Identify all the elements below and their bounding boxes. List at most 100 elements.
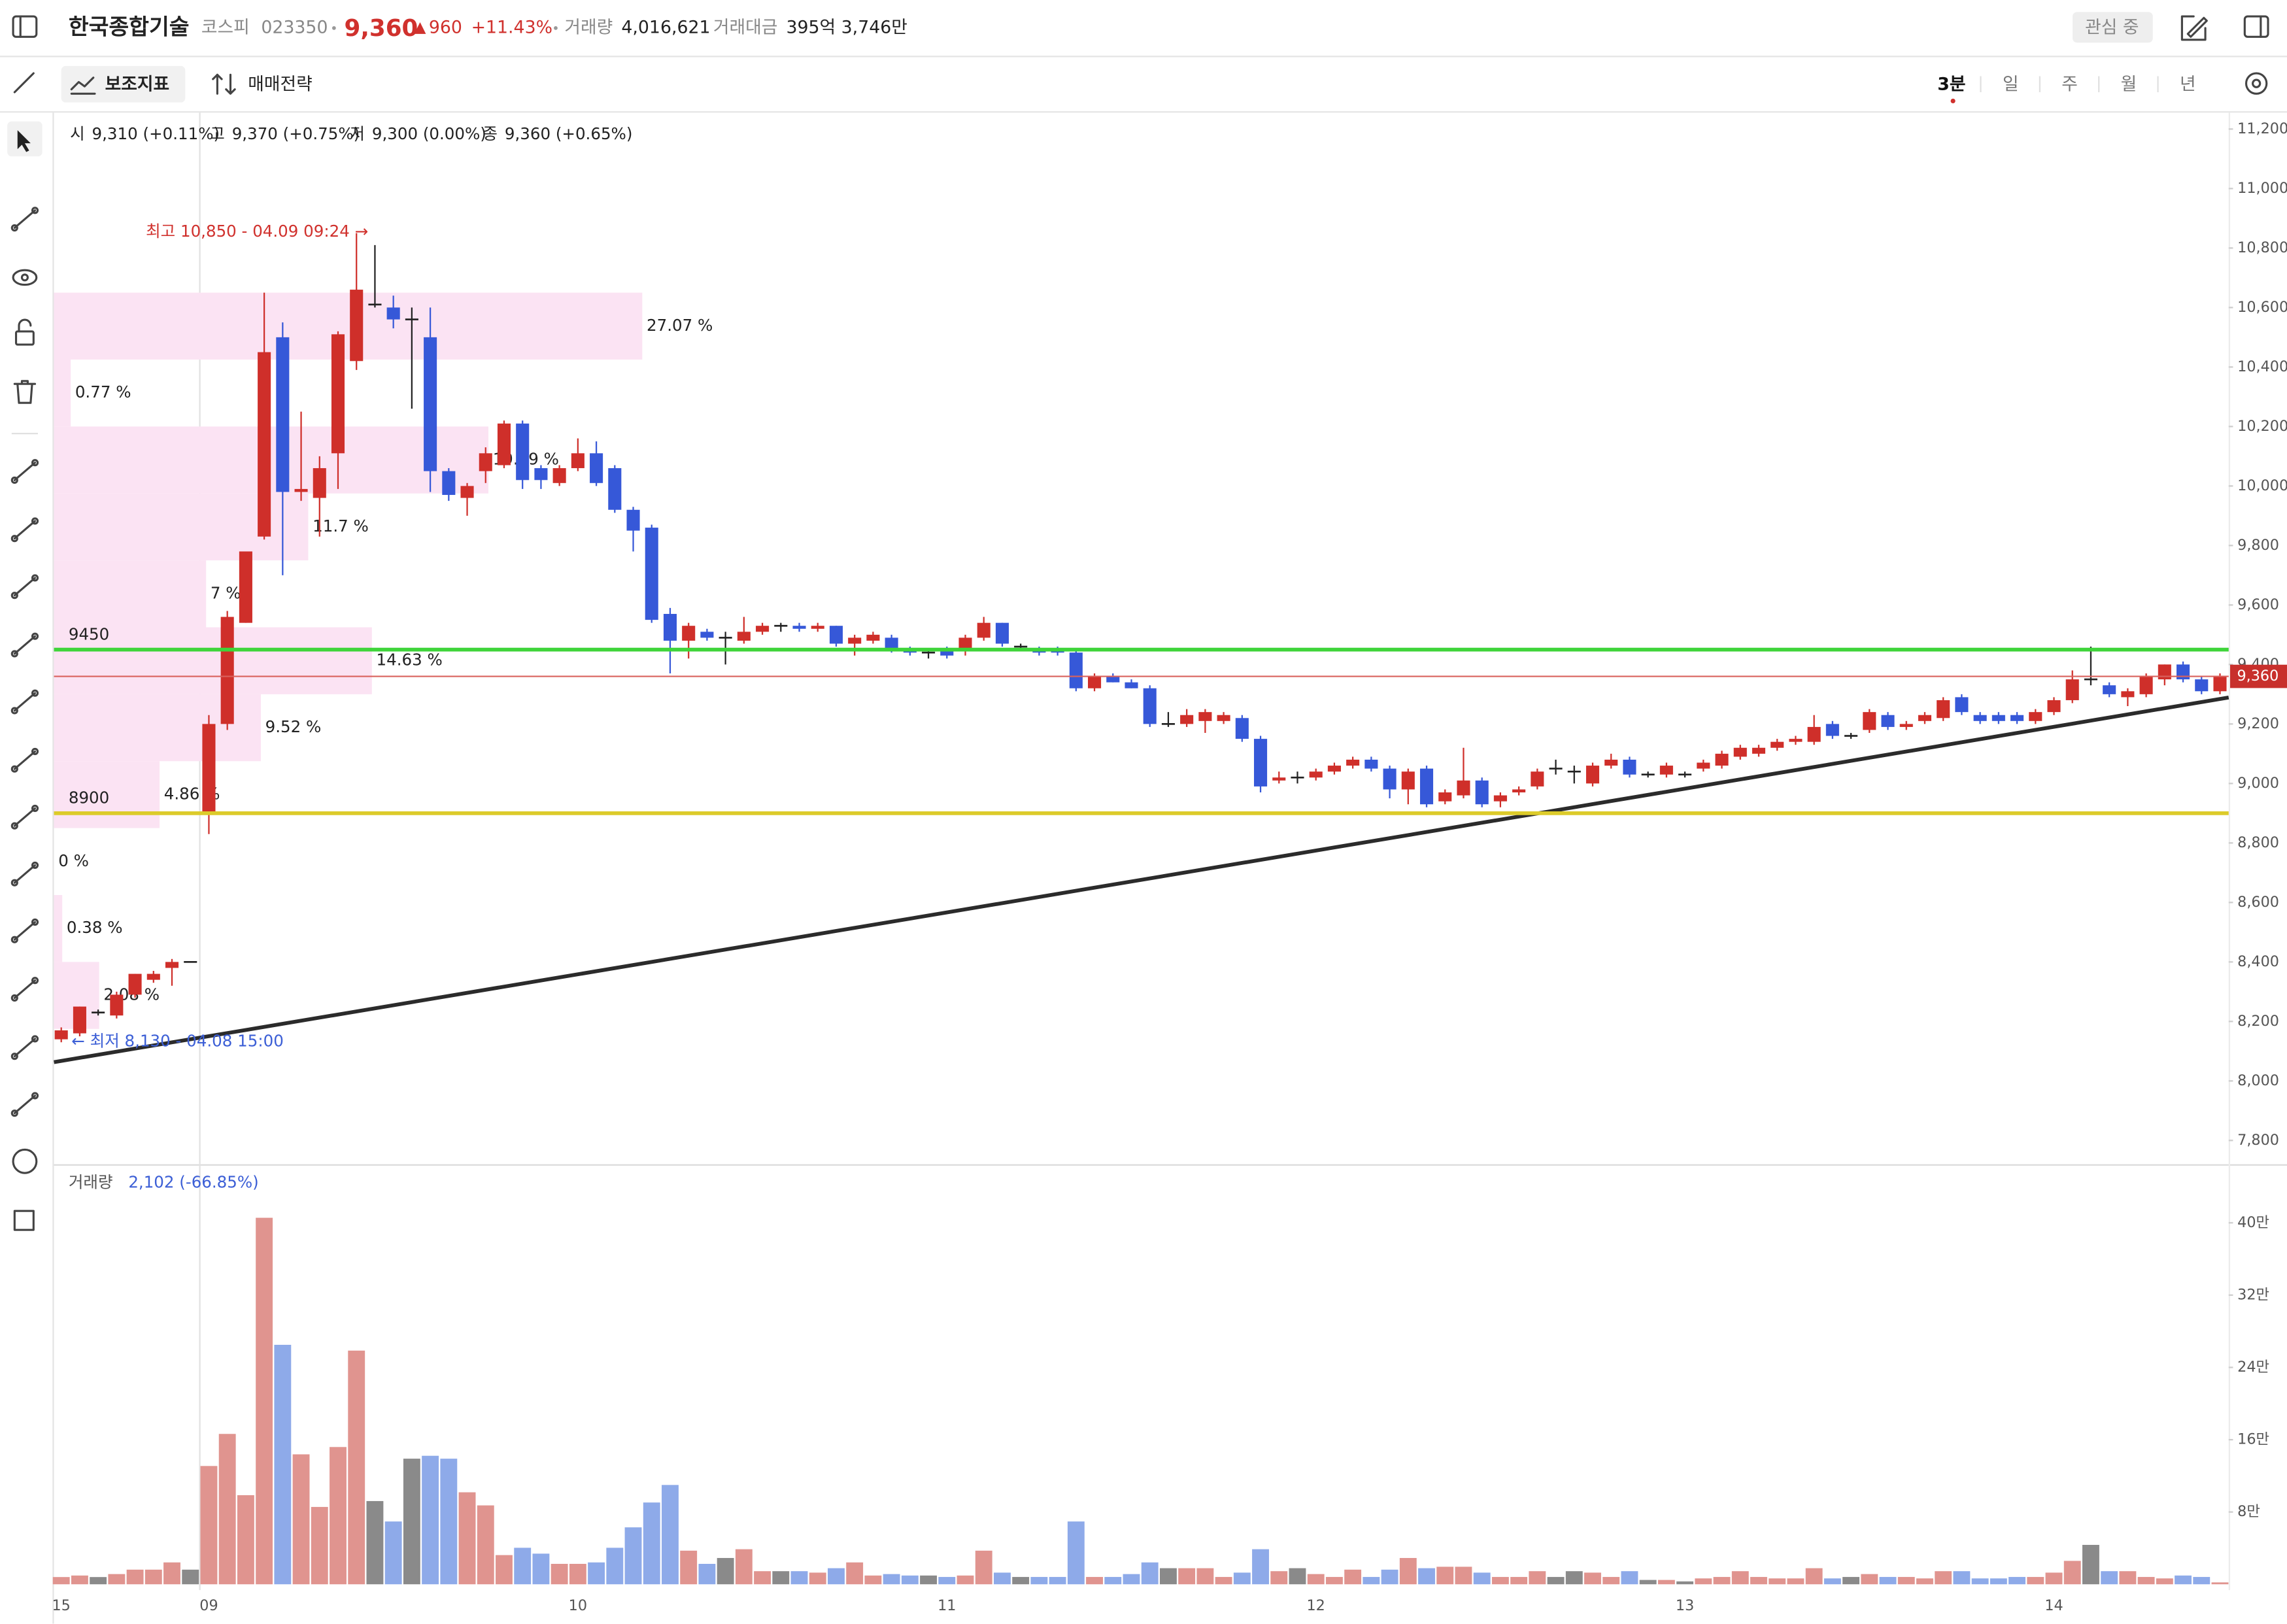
candle-body <box>110 994 124 1016</box>
tool-icon-node <box>31 747 39 755</box>
candle-body <box>682 626 696 641</box>
tool-icon[interactable] <box>13 750 37 770</box>
ohlc-legend-label: 시 <box>70 124 85 143</box>
tool-icon[interactable] <box>13 209 37 229</box>
volume-bar <box>1289 1568 1306 1585</box>
candle-body <box>1659 766 1673 775</box>
amount-label: 거래대금 <box>713 17 777 37</box>
tool-icon[interactable] <box>13 462 37 482</box>
strategy-icon <box>212 73 236 95</box>
y-tick-label: 11,200 <box>2237 120 2287 137</box>
volume-bar <box>1897 1577 1915 1585</box>
tool-icon[interactable] <box>13 692 37 712</box>
volume-bar <box>1030 1577 1048 1585</box>
tool-icon[interactable] <box>13 1210 35 1231</box>
candle-body <box>829 626 843 644</box>
candle-body <box>792 626 806 629</box>
volume-bar <box>2008 1577 2026 1585</box>
candle-body <box>1383 768 1397 790</box>
volume-bar <box>588 1562 605 1585</box>
volume-bar <box>1621 1571 1638 1585</box>
candle-body <box>1807 726 1821 742</box>
volume-bar <box>1012 1577 1030 1585</box>
tool-icon-node <box>10 822 18 830</box>
candle-body <box>1770 741 1784 748</box>
volume-bar <box>403 1459 420 1585</box>
timeframe[interactable]: 일 <box>2003 74 2019 94</box>
candle-body <box>276 337 290 492</box>
timeframe[interactable]: 주 <box>2061 74 2078 94</box>
tool-icon[interactable] <box>13 864 37 884</box>
ohlc-legend-value: 9,300 (0.00%) <box>372 124 486 143</box>
timeframe[interactable]: 3분 <box>1937 74 1965 94</box>
x-tick-label: 14 <box>2044 1597 2063 1614</box>
volume-bar <box>1363 1577 1380 1585</box>
sidebar-toggle[interactable] <box>12 15 38 38</box>
candle-body <box>2121 691 2135 698</box>
volume-bar <box>1491 1577 1509 1585</box>
settings-icon[interactable] <box>2245 72 2268 95</box>
candle-body <box>1623 759 1636 775</box>
volume-bar <box>1547 1577 1565 1585</box>
volume-panel-title: 거래량 <box>69 1173 113 1192</box>
volume-bar <box>975 1550 992 1585</box>
candle-body <box>442 471 456 496</box>
y-tick-label: 9,800 <box>2237 537 2279 554</box>
volume-profile-bar <box>54 560 207 628</box>
edit-icon[interactable] <box>2180 15 2208 41</box>
candle-body <box>2139 676 2153 694</box>
volume-bar <box>1971 1578 1989 1585</box>
volume-profile-bar <box>54 359 71 427</box>
tool-icon-node <box>10 994 18 1002</box>
candle-body <box>1733 747 1747 757</box>
tool-icon[interactable] <box>13 635 37 655</box>
trend-line[interactable] <box>54 696 2229 1064</box>
tool-icon[interactable] <box>13 577 37 597</box>
candle-body <box>184 961 197 963</box>
volume-bar <box>1215 1577 1232 1585</box>
volume-label: 거래량 <box>564 17 613 37</box>
candle-body <box>1235 718 1249 739</box>
volume-bar <box>1842 1577 1860 1585</box>
candle-body <box>1697 762 1710 769</box>
tool-icon[interactable] <box>13 520 37 540</box>
strategy-label[interactable]: 매매전략 <box>248 74 313 94</box>
candle-body <box>1567 770 1581 773</box>
tool-icon[interactable] <box>14 330 35 346</box>
tool-icon-node <box>31 1035 39 1043</box>
candle-body <box>313 468 326 498</box>
tool-icon[interactable] <box>13 1094 37 1115</box>
timeframe[interactable]: 월 <box>2121 74 2137 94</box>
draw-icon[interactable] <box>13 72 35 93</box>
level-label: 8900 <box>69 788 109 807</box>
volume-bar <box>1639 1580 1657 1585</box>
volume-bar <box>2082 1544 2099 1585</box>
volume-bar <box>938 1577 956 1585</box>
y-tick-label: 8,200 <box>2237 1013 2279 1030</box>
timeframe[interactable]: 년 <box>2180 74 2196 94</box>
toolbar: 보조지표 매매전략 3분 일 주 월 년 <box>0 65 2287 113</box>
tool-icon-node <box>31 1092 39 1100</box>
candle-body <box>1346 759 1360 766</box>
tool-icon[interactable] <box>12 269 38 286</box>
tool-icon[interactable] <box>13 807 37 827</box>
panel-toggle[interactable] <box>2243 15 2269 38</box>
tool-icon[interactable] <box>13 380 37 404</box>
volume-bar <box>1805 1568 1823 1585</box>
tool-icon[interactable] <box>12 1148 38 1174</box>
volume-bar <box>1879 1577 1897 1585</box>
tool-icon[interactable] <box>13 921 37 941</box>
watch-button[interactable] <box>2073 12 2153 43</box>
volume-bar <box>1067 1521 1085 1585</box>
candle-body <box>1309 771 1323 778</box>
y-tick-label: 32만 <box>2237 1286 2269 1303</box>
volume-bar <box>864 1575 882 1585</box>
volume-bar <box>994 1572 1011 1585</box>
y-tick-label: 10,600 <box>2237 299 2287 316</box>
tool-icon[interactable] <box>13 1038 37 1058</box>
volume-bar <box>883 1574 900 1585</box>
tool-icon[interactable] <box>13 979 37 999</box>
cursor-tool[interactable] <box>17 130 31 152</box>
candle-body <box>1991 715 2005 721</box>
